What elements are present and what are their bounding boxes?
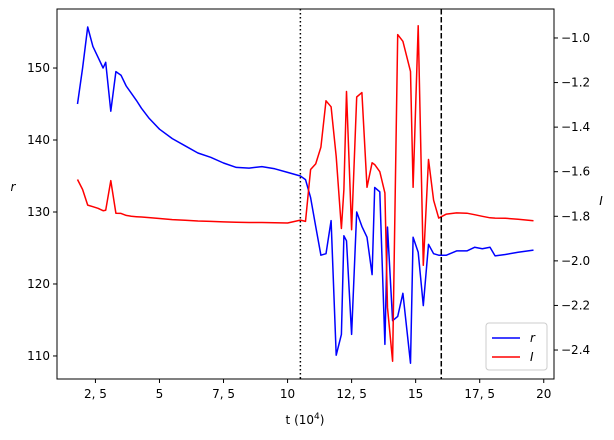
legend-box — [485, 322, 548, 371]
x-tick-label: 17, 5 — [464, 387, 495, 401]
vline-layer — [299, 9, 443, 379]
y-right-tick-label: −1.0 — [561, 31, 590, 45]
plot-frame — [56, 8, 555, 380]
x-tick-label: 5 — [156, 387, 164, 401]
legend: r I — [485, 322, 548, 371]
x-tick-label: 12, 5 — [336, 387, 367, 401]
x-axis-label: t (104) — [286, 412, 325, 427]
x-axis-label-text: t (10 — [286, 413, 314, 427]
x-tick-label: 10 — [280, 387, 295, 401]
y-left-tick-layer: 110 120 130 140 150 — [27, 61, 57, 363]
y-right-tick-label: −1.6 — [561, 165, 590, 179]
y-right-tick-label: −2.0 — [561, 254, 590, 268]
y-left-tick-label: 110 — [27, 349, 50, 363]
x-tick-label: 2, 5 — [84, 387, 107, 401]
y-right-tick-label: −1.2 — [561, 76, 590, 90]
legend-label-i: I — [530, 350, 534, 364]
y-right-tick-label: −1.8 — [561, 209, 590, 223]
x-tick-label: 15 — [408, 387, 423, 401]
y-right-tick-label: −1.4 — [561, 120, 590, 134]
series-line-i — [76, 24, 534, 362]
y-left-tick-label: 140 — [27, 133, 50, 147]
y-left-tick-label: 120 — [27, 277, 50, 291]
x-tick-label: 7, 5 — [212, 387, 235, 401]
y-right-tick-layer: −2.4 −2.2 −2.0 −1.8 −1.6 −1.4 −1.2 −1.0 — [554, 31, 590, 357]
y-left-axis-label: r — [11, 180, 17, 194]
x-axis-label-exponent: 4 — [314, 412, 320, 422]
x-axis-label-close: ) — [320, 413, 325, 427]
y-left-tick-label: 150 — [27, 61, 50, 75]
series-layer — [76, 24, 534, 364]
x-tick-label: 20 — [536, 387, 551, 401]
y-right-tick-label: −2.4 — [561, 343, 590, 357]
y-right-tick-label: −2.2 — [561, 298, 590, 312]
y-right-axis-label: I — [599, 194, 603, 208]
legend-label-r: r — [530, 331, 536, 345]
y-left-tick-label: 130 — [27, 205, 50, 219]
x-tick-layer: 2, 5 5 7, 5 10 12, 5 15 17, 5 20 — [84, 379, 551, 401]
series-line-r — [76, 26, 534, 364]
